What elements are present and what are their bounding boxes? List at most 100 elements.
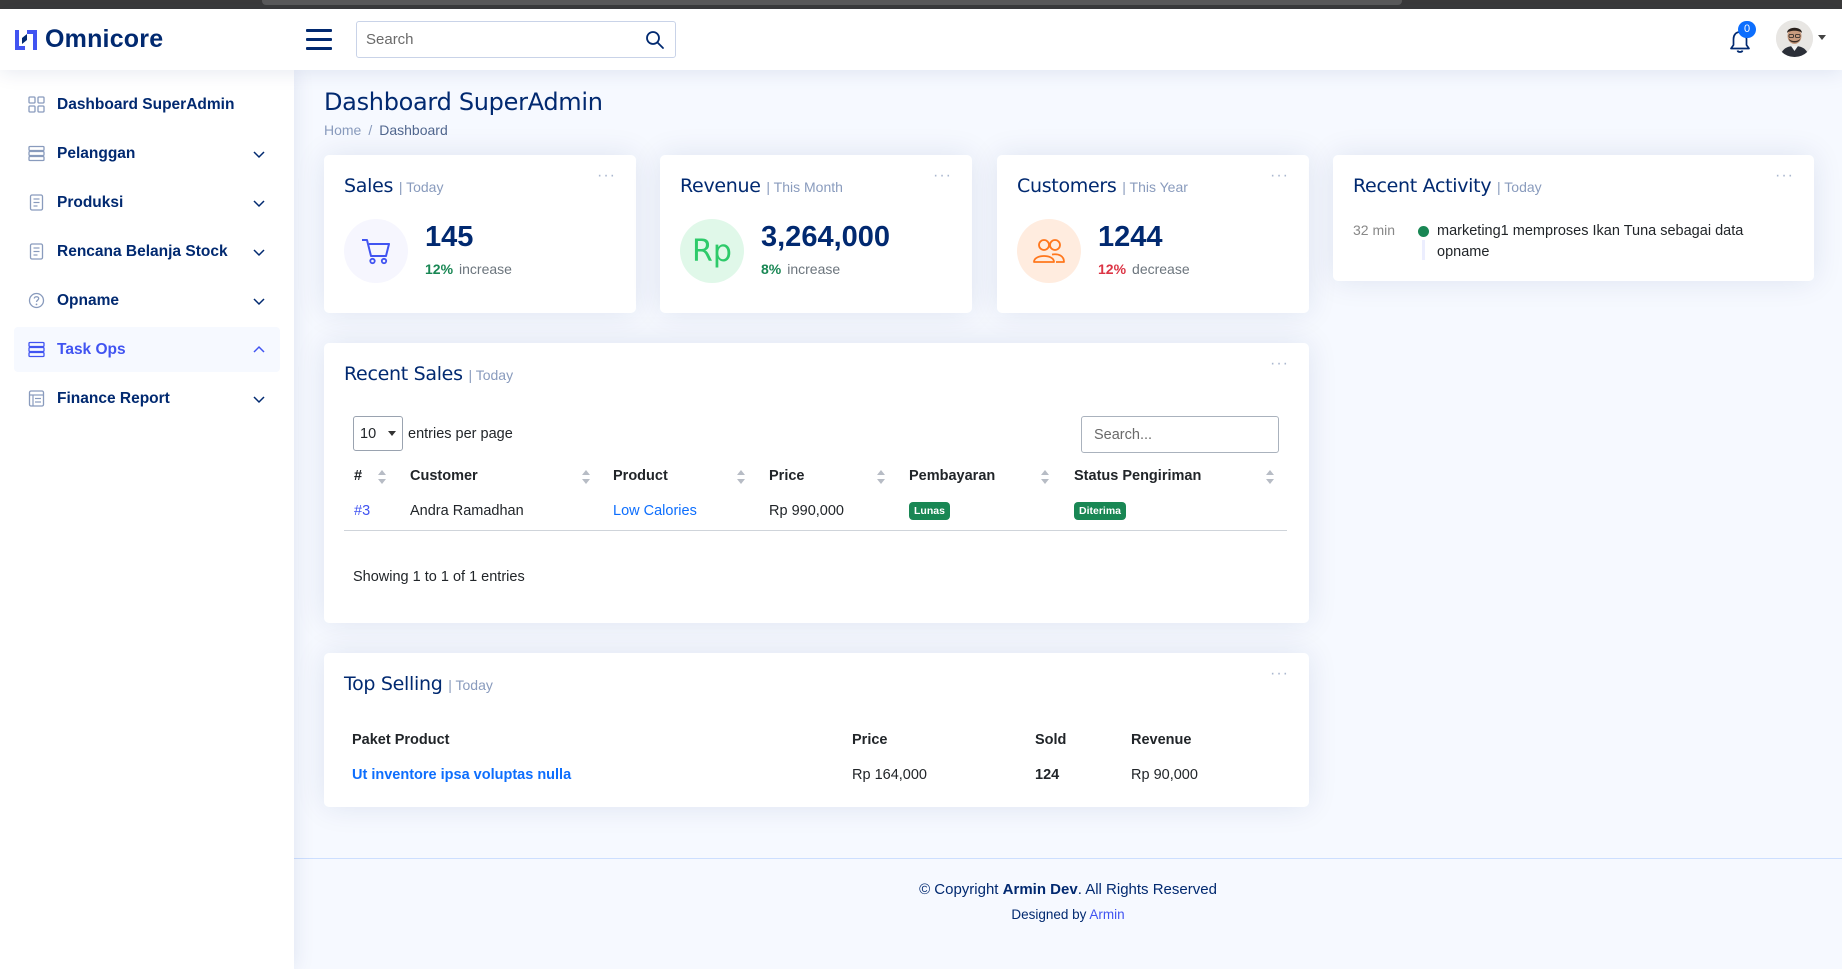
search-icon[interactable] [645,30,665,50]
notification-badge: 0 [1738,21,1756,38]
top-selling-title: Top Selling | Today [344,673,493,695]
column-header-status-pengiriman[interactable]: Status Pengiriman [1074,459,1279,493]
recent-sales-title: Recent Sales | Today [344,363,514,385]
sidebar-item-pelanggan[interactable]: Pelanggan [14,131,280,176]
sidebar-item-task-ops[interactable]: Task Ops [14,327,280,372]
sidebar-item-label: Opname [57,291,120,309]
sort-icon[interactable] [1041,470,1049,484]
more-options-icon[interactable]: ··· [1775,167,1794,184]
copyright: © Copyright Armin Dev. All Rights Reserv… [919,881,1217,898]
server-icon [28,341,45,358]
sales-card: Sales | Today ··· 145 12% increase [324,155,636,313]
grid-icon [28,96,45,113]
revenue-card-title: Revenue | This Month [680,175,843,197]
customer-cell: Andra Ramadhan [410,503,524,519]
server-icon [28,145,45,162]
question-circle-icon [28,292,45,309]
column-header-id[interactable]: # [354,459,410,493]
sidebar-item-label: Produksi [57,193,124,211]
activity-item: 32 min marketing1 memproses Ikan Tuna se… [1353,221,1793,263]
search-input[interactable] [357,22,627,57]
column-header-customer[interactable]: Customer [410,459,613,493]
breadcrumb-current: Dashboard [379,122,448,138]
sidebar-item-label: Finance Report [57,389,170,407]
chevron-down-icon[interactable] [1818,35,1826,40]
chevron-down-icon [253,297,265,305]
table-row: Ut inventore ipsa voluptas nulla Rp 164,… [352,757,1281,793]
sidebar-item-label: Rencana Belanja Stock [57,242,228,260]
shipping-status-badge: Diterima [1074,502,1127,520]
chevron-down-icon [253,199,265,207]
chevron-down-icon [253,248,265,256]
sidebar-item-rencana-belanja-stock[interactable]: Rencana Belanja Stock [14,229,280,274]
breadcrumb-home[interactable]: Home [324,122,362,138]
column-header-paket-product: Paket Product [352,732,450,748]
price-cell: Rp 164,000 [852,767,927,783]
sidebar-toggle-icon[interactable] [306,29,332,51]
report-icon [28,390,45,407]
activity-text: marketing1 memproses Ikan Tuna sebagai d… [1437,223,1744,260]
sidebar-item-finance-report[interactable]: Finance Report [14,376,280,421]
sort-icon[interactable] [378,470,386,484]
top-selling-card: Top Selling | Today ··· Paket Product Pr… [324,653,1309,807]
more-options-icon[interactable]: ··· [1270,355,1289,372]
recent-activity-card: Recent Activity | Today ··· 32 min marke… [1333,155,1814,281]
more-options-icon[interactable]: ··· [1270,167,1289,184]
payment-status-badge: Lunas [909,502,950,520]
chevron-down-icon [253,395,265,403]
activity-card-title: Recent Activity | Today [1353,175,1542,197]
customers-change: 12% decrease [1098,261,1190,277]
browser-tab-bar [262,0,1402,5]
entries-per-page-select[interactable]: 10 [353,416,403,451]
entries-per-page-label: entries per page [408,425,513,442]
search-bar [356,21,676,58]
entries-per-page-control: 10 entries per page [353,416,513,451]
column-header-pembayaran[interactable]: Pembayaran [909,459,1074,493]
brand-logo[interactable]: Omnicore [13,25,163,54]
sort-icon[interactable] [877,470,885,484]
order-id-link[interactable]: #3 [354,503,371,519]
customers-card-title: Customers | This Year [1017,175,1188,197]
designer-link[interactable]: Armin [1089,907,1125,922]
avatar-image [1776,20,1813,57]
customers-card: Customers | This Year ··· 1244 12% decrea… [997,155,1309,313]
more-options-icon[interactable]: ··· [597,167,616,184]
recent-sales-table: # Customer Product Price Pembayaran Stat… [354,459,1279,529]
top-selling-table: Paket Product Price Sold Revenue Ut inve… [352,723,1281,793]
avatar[interactable] [1776,20,1813,57]
more-options-icon[interactable]: ··· [1270,665,1289,682]
sidebar-item-dashboard[interactable]: Dashboard SuperAdmin [14,82,280,127]
revenue-card: Revenue | This Month ··· Rp 3,264,000 8%… [660,155,972,313]
table-info: Showing 1 to 1 of 1 entries [353,569,525,585]
price-cell: Rp 990,000 [769,503,844,519]
sidebar-item-produksi[interactable]: Produksi [14,180,280,225]
sales-value: 145 [425,221,474,253]
table-search-input[interactable] [1081,416,1279,453]
sales-change: 12% increase [425,261,512,277]
page-title-block: Dashboard SuperAdmin Home / Dashboard [324,88,603,138]
top-header: Omnicore 0 [0,9,1842,70]
column-header-sold: Sold [1035,732,1067,748]
column-header-price[interactable]: Price [769,459,909,493]
rupiah-icon: Rp [680,219,744,283]
table-divider [344,530,1287,531]
product-link[interactable]: Low Calories [613,503,697,519]
column-header-revenue: Revenue [1131,732,1192,748]
sort-icon[interactable] [737,470,745,484]
product-link[interactable]: Ut inventore ipsa voluptas nulla [352,767,572,783]
column-header-product[interactable]: Product [613,459,769,493]
sidebar: Dashboard SuperAdmin Pelanggan Produksi … [0,70,294,969]
document-icon [29,194,44,211]
sort-icon[interactable] [582,470,590,484]
sidebar-item-opname[interactable]: Opname [14,278,280,323]
sold-cell: 124 [1035,767,1060,783]
breadcrumb-separator: / [368,122,373,138]
activity-status-icon [1413,221,1437,263]
people-icon [1017,219,1081,283]
page-title: Dashboard SuperAdmin [324,88,603,116]
revenue-value: 3,264,000 [761,221,891,253]
revenue-cell: Rp 90,000 [1131,767,1198,783]
more-options-icon[interactable]: ··· [933,167,952,184]
sort-icon[interactable] [1266,470,1274,484]
recent-sales-card: Recent Sales | Today ··· 10 entries per … [324,343,1309,623]
